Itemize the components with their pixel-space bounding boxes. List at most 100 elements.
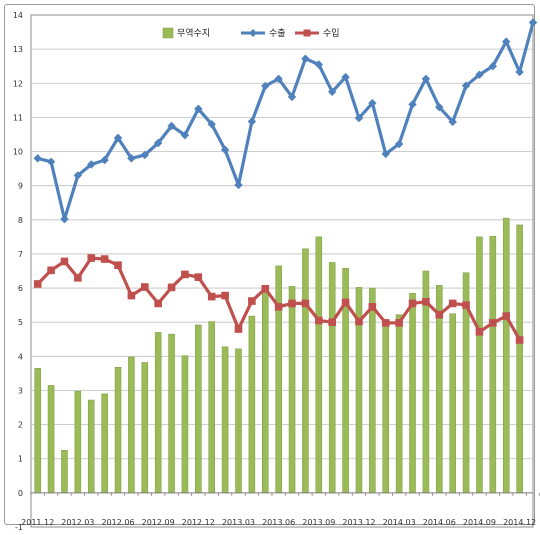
import-point — [47, 266, 55, 275]
export-line — [37, 22, 535, 221]
bar-trade-balance — [302, 248, 309, 494]
import-point — [234, 325, 243, 333]
legend-label-export: 수출 — [269, 28, 286, 39]
import-point — [74, 274, 82, 282]
export-point — [448, 117, 457, 127]
x-tick-label: 2012.06 — [101, 518, 134, 527]
export-point — [60, 214, 69, 224]
import-point — [100, 255, 109, 263]
bar-trade-balance — [74, 390, 82, 494]
y-tick-label: 4 — [18, 352, 23, 361]
export-point — [167, 121, 176, 131]
export-point — [234, 180, 243, 190]
bar-trade-balance — [395, 314, 403, 494]
bar-trade-balance — [369, 287, 376, 494]
export-point — [46, 157, 56, 166]
export-point — [180, 130, 190, 140]
export-point — [100, 155, 109, 165]
export-point — [153, 138, 163, 148]
bar-trade-balance — [476, 236, 483, 494]
export-point — [528, 18, 538, 27]
bar-trade-balance — [128, 356, 135, 494]
bar-trade-balance — [288, 286, 296, 494]
bar-trade-balance — [221, 346, 229, 494]
plot-area — [30, 14, 534, 528]
x-tick-label: 2014.03 — [383, 518, 416, 527]
export-point — [515, 67, 524, 77]
bar-trade-balance — [409, 292, 416, 494]
bar-trade-balance — [141, 362, 149, 494]
bar-trade-balance — [315, 236, 323, 494]
import-point — [140, 283, 149, 291]
import-point — [328, 318, 336, 326]
import-point — [288, 299, 296, 308]
import-point — [462, 301, 470, 309]
import-point — [368, 303, 377, 311]
import-point — [207, 292, 216, 301]
export-point — [502, 37, 511, 46]
export-point — [421, 74, 431, 84]
import-point — [87, 254, 96, 262]
import-point — [114, 261, 122, 269]
y-tick-label: 3 — [18, 386, 23, 395]
import-point — [221, 291, 229, 300]
bar-trade-balance — [195, 324, 202, 494]
export-point — [394, 139, 404, 149]
export-point — [461, 81, 471, 90]
y-tick-label: 13 — [13, 45, 23, 54]
x-tick-label: 2014.09 — [463, 518, 496, 527]
import-point — [475, 327, 484, 336]
line-layer — [33, 18, 538, 344]
bar-trade-balance — [87, 399, 95, 494]
export-point — [328, 87, 337, 96]
bar-trade-balance — [181, 355, 189, 494]
import-point — [274, 303, 283, 311]
legend: 무역수지 수출 수입 — [162, 27, 340, 39]
export-point — [247, 117, 257, 126]
y-tick-label: 1 — [18, 455, 23, 464]
bar-trade-balance — [489, 235, 497, 494]
export-point — [287, 92, 297, 102]
import-point — [395, 319, 403, 327]
export-point — [261, 81, 270, 91]
import-point — [248, 297, 256, 305]
export-point — [475, 70, 484, 79]
y-tick-label: 0 — [18, 489, 23, 498]
export-point — [140, 150, 149, 160]
bar-trade-balance — [235, 348, 242, 494]
import-point — [422, 297, 430, 306]
bar-trade-balance — [101, 393, 108, 494]
y-tick-label: 9 — [18, 182, 23, 191]
bar-layer — [34, 217, 523, 494]
export-point — [87, 160, 96, 169]
bar-trade-balance — [262, 287, 269, 494]
export-point — [113, 133, 123, 143]
y-tick-label: 12 — [13, 79, 23, 88]
export-point — [368, 98, 377, 108]
import-point — [33, 280, 42, 288]
x-tick-label: 2014.06 — [423, 518, 456, 527]
x-tick-label: 2014.12 — [503, 518, 536, 527]
export-point — [488, 62, 498, 71]
import-point — [355, 317, 363, 326]
legend-swatch-trade-balance — [162, 27, 174, 39]
x-tick-label: 2012.12 — [182, 518, 215, 527]
bar-trade-balance — [248, 315, 256, 494]
y-tick-label: 2 — [18, 421, 23, 430]
export-point — [408, 100, 417, 109]
bar-trade-balance — [502, 217, 510, 494]
import-point — [127, 291, 136, 300]
bar-trade-balance — [208, 321, 215, 494]
bar-trade-balance — [449, 313, 456, 494]
export-point — [341, 72, 350, 82]
legend-label-import: 수입 — [323, 27, 340, 39]
export-point — [73, 171, 83, 180]
bar-trade-balance — [154, 332, 162, 494]
x-tick-label: 2012.09 — [142, 518, 175, 527]
import-point — [448, 299, 457, 308]
export-point — [194, 104, 203, 114]
bar-trade-balance — [275, 265, 282, 494]
import-point — [167, 283, 176, 292]
y-tick-label: 8 — [18, 216, 23, 225]
